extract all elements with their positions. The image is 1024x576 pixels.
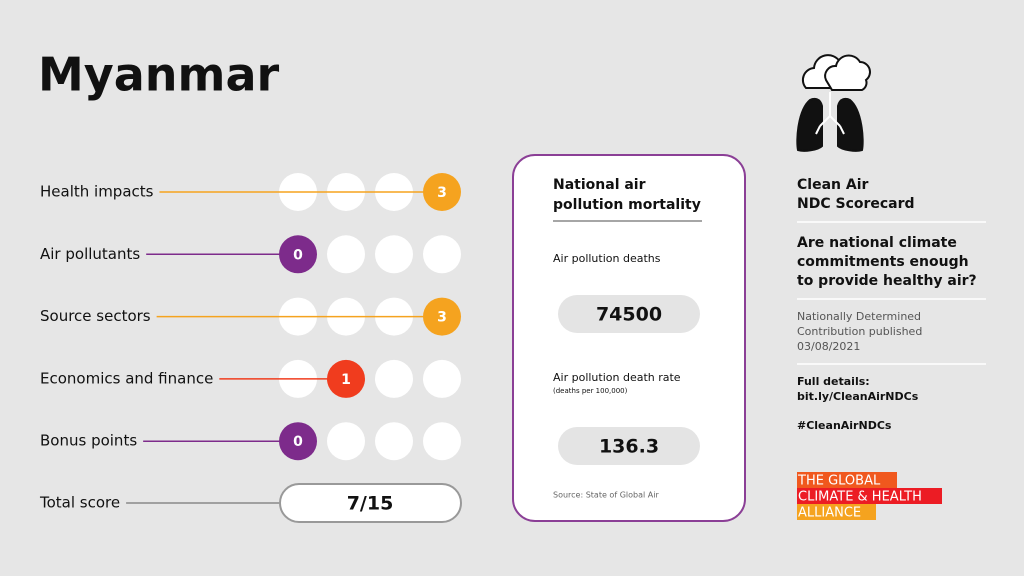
rate-label: Air pollution death rate bbox=[553, 371, 681, 384]
rate-pill bbox=[558, 427, 700, 465]
score-dot bbox=[375, 422, 413, 461]
logo-text: ALLIANCE bbox=[798, 506, 861, 521]
question: commitments enough bbox=[797, 254, 969, 270]
total-box bbox=[279, 483, 462, 523]
logo-band bbox=[797, 504, 876, 520]
row-label: Air pollutants bbox=[40, 245, 140, 263]
score-value: 3 bbox=[437, 185, 447, 201]
score-dot bbox=[327, 422, 365, 461]
source: Source: State of Global Air bbox=[553, 491, 659, 500]
deaths-pill bbox=[558, 295, 700, 333]
rate-value: 136.3 bbox=[599, 436, 659, 458]
row-label: Economics and finance bbox=[40, 369, 213, 387]
lungs-icon bbox=[796, 54, 871, 152]
total-label: Total score bbox=[39, 494, 120, 512]
score-dot-filled bbox=[279, 422, 317, 461]
total-value: 7/15 bbox=[347, 493, 394, 515]
score-dot bbox=[423, 235, 461, 274]
country-title: Myanmar bbox=[38, 48, 280, 102]
details-label: Full details: bbox=[797, 375, 870, 388]
question: to provide healthy air? bbox=[797, 273, 977, 289]
score-dot bbox=[375, 359, 413, 398]
score-value: 1 bbox=[341, 372, 351, 388]
deaths-value: 74500 bbox=[596, 304, 662, 326]
card-title: pollution mortality bbox=[553, 197, 701, 213]
logo-text: THE GLOBAL bbox=[797, 474, 881, 489]
logo-band bbox=[797, 488, 942, 504]
details-link[interactable]: bit.ly/CleanAirNDCs bbox=[797, 390, 919, 403]
sidebar-title: NDC Scorecard bbox=[797, 196, 915, 212]
score-dot bbox=[423, 359, 461, 398]
score-value: 0 bbox=[293, 247, 303, 263]
score-dot-filled bbox=[423, 173, 461, 211]
logo-text: CLIMATE & HEALTH bbox=[798, 490, 922, 505]
card-title: National air bbox=[553, 177, 646, 193]
score-dot bbox=[423, 422, 461, 461]
sidebar-title: Clean Air bbox=[797, 177, 868, 193]
row-label: Bonus points bbox=[40, 432, 137, 450]
row-label: Health impacts bbox=[40, 183, 154, 201]
hashtag: #CleanAirNDCs bbox=[797, 419, 892, 432]
score-dot bbox=[327, 235, 365, 274]
logo-band bbox=[797, 472, 897, 488]
score-dot-filled bbox=[327, 359, 365, 398]
score-value: 0 bbox=[293, 434, 303, 450]
score-dot-filled bbox=[279, 235, 317, 274]
ndc-note: Contribution published bbox=[797, 325, 922, 338]
ndc-date: 03/08/2021 bbox=[797, 340, 860, 353]
score-dot-filled bbox=[423, 297, 461, 336]
ndc-note: Nationally Determined bbox=[797, 310, 921, 323]
score-value: 3 bbox=[437, 310, 447, 326]
question: Are national climate bbox=[797, 235, 957, 251]
rate-unit: (deaths per 100,000) bbox=[553, 387, 628, 395]
row-label: Source sectors bbox=[40, 307, 151, 325]
score-dot bbox=[375, 235, 413, 274]
deaths-label: Air pollution deaths bbox=[553, 252, 661, 265]
